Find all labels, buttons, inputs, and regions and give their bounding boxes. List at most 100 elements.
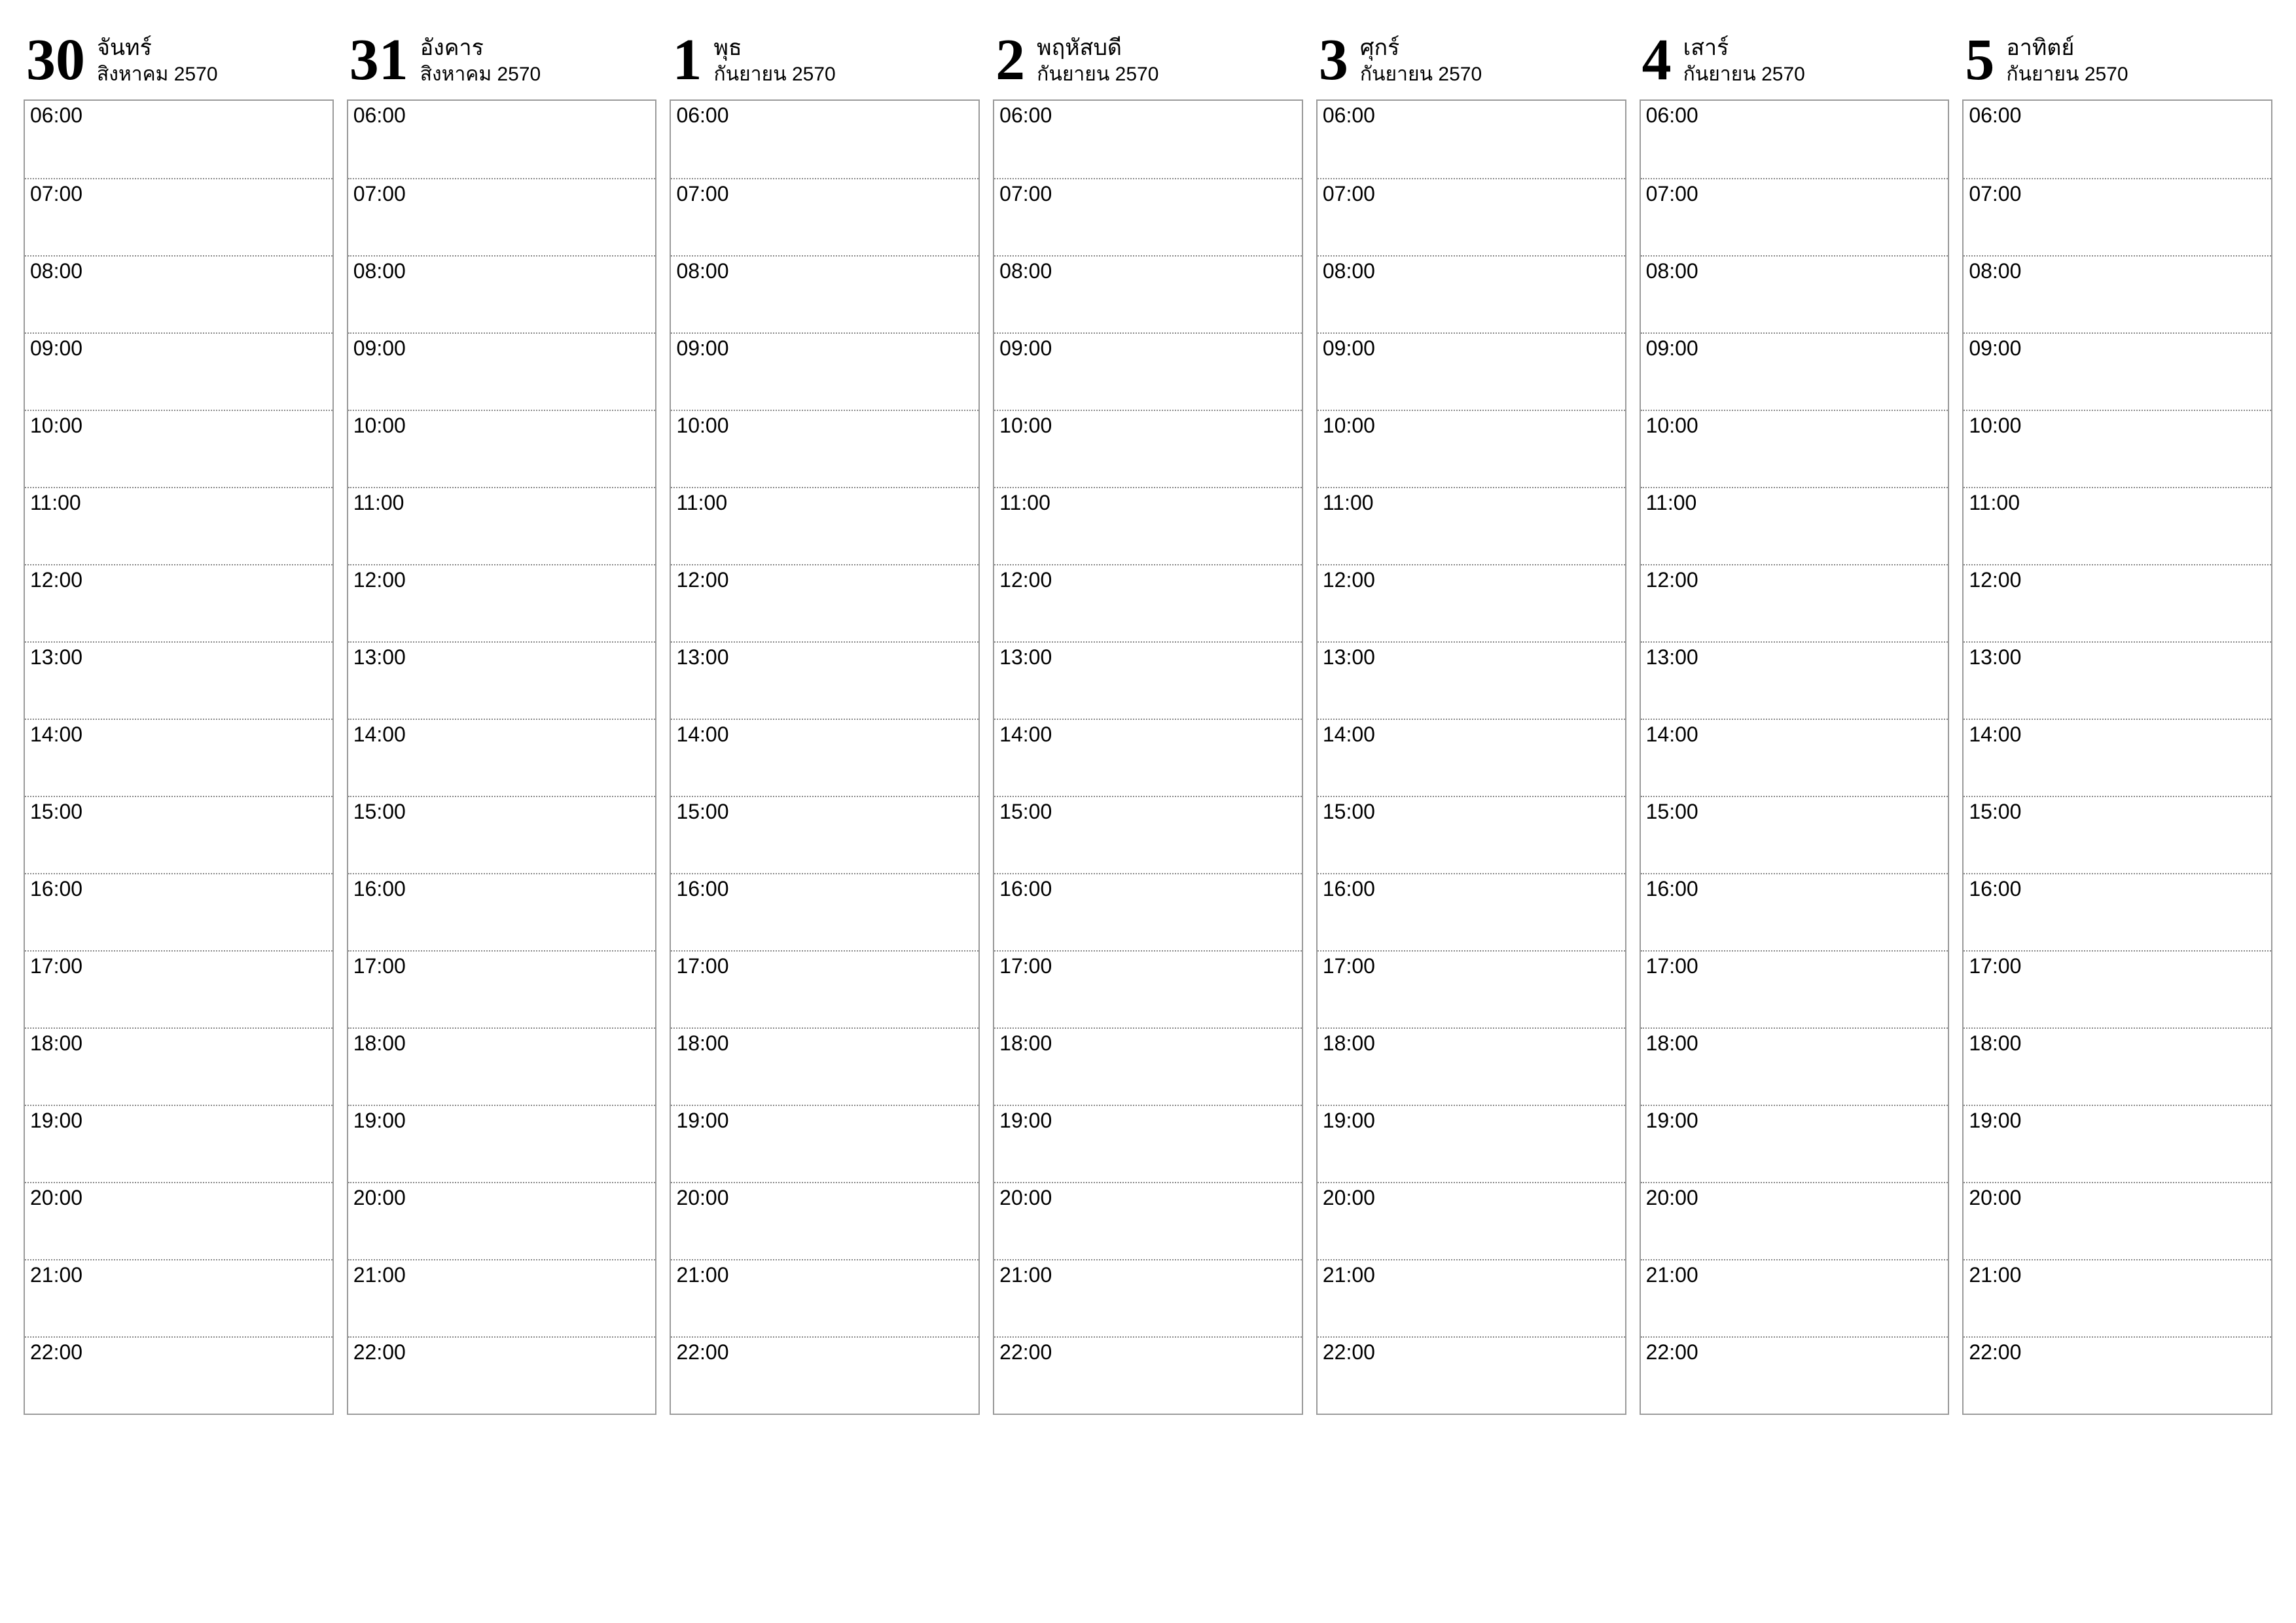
- time-slot: 16:00: [348, 873, 656, 950]
- time-slot: 22:00: [1318, 1336, 1625, 1414]
- day-number: 3: [1319, 31, 1348, 90]
- time-slot: 08:00: [348, 255, 656, 332]
- time-slot: 19:00: [348, 1105, 656, 1182]
- day-meta: พฤหัสบดีกันยายน 2570: [1037, 34, 1158, 86]
- day-number: 5: [1965, 31, 1994, 90]
- time-slot: 09:00: [1964, 332, 2271, 410]
- day-month-year: กันยายน 2570: [1683, 62, 1805, 87]
- time-slot: 07:00: [1641, 178, 1948, 255]
- time-slot: 21:00: [1641, 1259, 1948, 1336]
- time-slot: 13:00: [994, 641, 1302, 719]
- time-slot: 09:00: [994, 332, 1302, 410]
- time-slot: 21:00: [25, 1259, 332, 1336]
- day-number: 2: [996, 31, 1025, 90]
- time-slot: 11:00: [1964, 487, 2271, 564]
- time-slot: 12:00: [671, 564, 978, 641]
- day-name: ศุกร์: [1360, 34, 1482, 62]
- time-slot: 17:00: [1318, 950, 1625, 1027]
- time-slot: 11:00: [671, 487, 978, 564]
- time-slot: 09:00: [671, 332, 978, 410]
- time-slot: 07:00: [994, 178, 1302, 255]
- time-slot: 16:00: [1318, 873, 1625, 950]
- time-slot: 17:00: [25, 950, 332, 1027]
- time-slot: 18:00: [1964, 1027, 2271, 1105]
- time-slot: 15:00: [1318, 796, 1625, 873]
- time-slot: 15:00: [25, 796, 332, 873]
- time-slot: 07:00: [1318, 178, 1625, 255]
- time-slot: 12:00: [25, 564, 332, 641]
- day-column: 2พฤหัสบดีกันยายน 257006:0007:0008:0009:0…: [993, 21, 1303, 1415]
- time-slot: 19:00: [25, 1105, 332, 1182]
- time-slot: 10:00: [25, 410, 332, 487]
- time-slot: 06:00: [1641, 101, 1948, 178]
- day-number: 31: [350, 31, 408, 90]
- day-name: อังคาร: [420, 34, 541, 62]
- time-slot: 22:00: [994, 1336, 1302, 1414]
- time-slot: 19:00: [1318, 1105, 1625, 1182]
- time-slot: 07:00: [671, 178, 978, 255]
- time-slot: 18:00: [25, 1027, 332, 1105]
- time-slot: 11:00: [994, 487, 1302, 564]
- time-slot: 17:00: [1964, 950, 2271, 1027]
- time-slot: 13:00: [25, 641, 332, 719]
- time-slot: 12:00: [1318, 564, 1625, 641]
- time-slot: 18:00: [671, 1027, 978, 1105]
- time-slot: 20:00: [348, 1182, 656, 1259]
- time-slot: 07:00: [348, 178, 656, 255]
- day-column: 1พุธกันยายน 257006:0007:0008:0009:0010:0…: [670, 21, 980, 1415]
- time-slot: 17:00: [348, 950, 656, 1027]
- time-slot: 21:00: [348, 1259, 656, 1336]
- day-month-year: สิงหาคม 2570: [420, 62, 541, 87]
- time-slot: 20:00: [1641, 1182, 1948, 1259]
- time-slot: 08:00: [671, 255, 978, 332]
- time-slot: 16:00: [1641, 873, 1948, 950]
- day-meta: ศุกร์กันยายน 2570: [1360, 34, 1482, 86]
- time-slot: 09:00: [1318, 332, 1625, 410]
- time-slot: 10:00: [348, 410, 656, 487]
- week-row: 30จันทร์สิงหาคม 257006:0007:0008:0009:00…: [24, 21, 2272, 1415]
- time-slot: 10:00: [671, 410, 978, 487]
- time-slot: 07:00: [1964, 178, 2271, 255]
- day-meta: จันทร์สิงหาคม 2570: [97, 34, 218, 86]
- day-name: พุธ: [713, 34, 835, 62]
- day-meta: อังคารสิงหาคม 2570: [420, 34, 541, 86]
- time-slot: 10:00: [1641, 410, 1948, 487]
- day-grid: 06:0007:0008:0009:0010:0011:0012:0013:00…: [1316, 99, 1626, 1415]
- time-slot: 06:00: [25, 101, 332, 178]
- day-grid: 06:0007:0008:0009:0010:0011:0012:0013:00…: [1640, 99, 1950, 1415]
- day-column: 5อาทิตย์กันยายน 257006:0007:0008:0009:00…: [1962, 21, 2272, 1415]
- day-name: พฤหัสบดี: [1037, 34, 1158, 62]
- day-column: 31อังคารสิงหาคม 257006:0007:0008:0009:00…: [347, 21, 657, 1415]
- time-slot: 20:00: [1964, 1182, 2271, 1259]
- time-slot: 16:00: [25, 873, 332, 950]
- time-slot: 12:00: [1641, 564, 1948, 641]
- time-slot: 11:00: [348, 487, 656, 564]
- time-slot: 21:00: [671, 1259, 978, 1336]
- day-month-year: กันยายน 2570: [1037, 62, 1158, 87]
- day-number: 1: [672, 31, 702, 90]
- time-slot: 12:00: [348, 564, 656, 641]
- time-slot: 13:00: [1964, 641, 2271, 719]
- day-name: เสาร์: [1683, 34, 1805, 62]
- day-header: 31อังคารสิงหาคม 2570: [347, 21, 657, 99]
- time-slot: 06:00: [1318, 101, 1625, 178]
- day-month-year: สิงหาคม 2570: [97, 62, 218, 87]
- time-slot: 06:00: [671, 101, 978, 178]
- time-slot: 11:00: [1641, 487, 1948, 564]
- time-slot: 19:00: [994, 1105, 1302, 1182]
- time-slot: 15:00: [671, 796, 978, 873]
- time-slot: 06:00: [1964, 101, 2271, 178]
- day-grid: 06:0007:0008:0009:0010:0011:0012:0013:00…: [993, 99, 1303, 1415]
- time-slot: 08:00: [1641, 255, 1948, 332]
- time-slot: 20:00: [25, 1182, 332, 1259]
- time-slot: 10:00: [994, 410, 1302, 487]
- time-slot: 13:00: [671, 641, 978, 719]
- time-slot: 21:00: [994, 1259, 1302, 1336]
- day-header: 3ศุกร์กันยายน 2570: [1316, 21, 1626, 99]
- day-column: 4เสาร์กันยายน 257006:0007:0008:0009:0010…: [1640, 21, 1950, 1415]
- day-number: 30: [26, 31, 85, 90]
- day-grid: 06:0007:0008:0009:0010:0011:0012:0013:00…: [670, 99, 980, 1415]
- time-slot: 16:00: [994, 873, 1302, 950]
- time-slot: 14:00: [1641, 719, 1948, 796]
- time-slot: 09:00: [1641, 332, 1948, 410]
